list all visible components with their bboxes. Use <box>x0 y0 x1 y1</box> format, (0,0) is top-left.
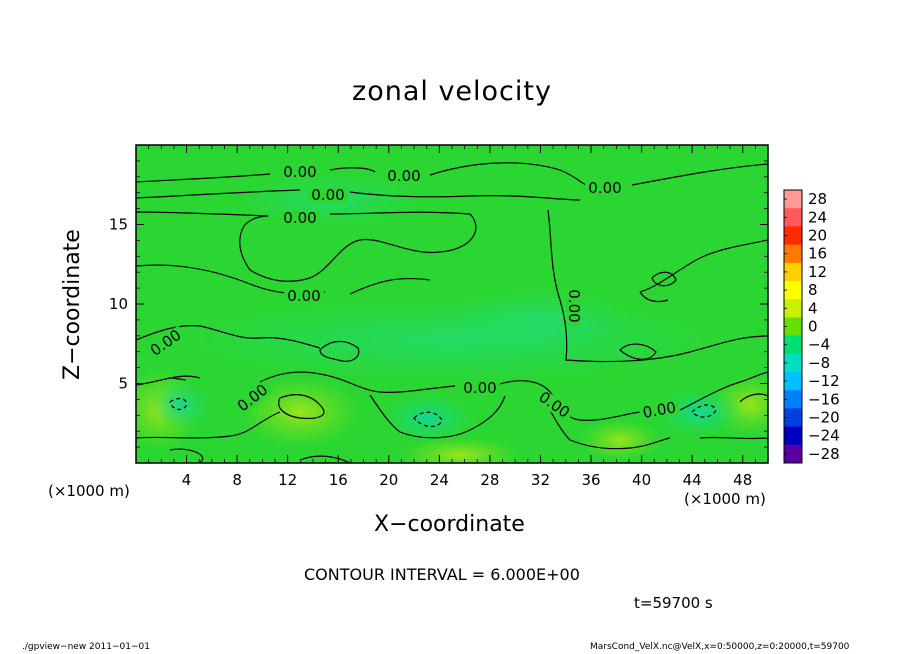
colorbar-swatch <box>784 444 802 464</box>
colorbar-label: 4 <box>808 299 818 317</box>
colorbar-swatch <box>784 244 802 264</box>
x-tick-label: 20 <box>379 471 398 489</box>
y-tick-label: 10 <box>109 295 128 313</box>
footer-right: MarsCond_VelX.nc@VelX,x=0:50000,z=0:2000… <box>590 642 850 652</box>
colorbar-swatch <box>784 426 802 446</box>
contour-label-bg <box>308 188 348 203</box>
contour-label-bg <box>460 381 500 396</box>
colorbar-swatch <box>784 226 802 246</box>
x-tick-label: 40 <box>632 471 651 489</box>
colorbar-swatch <box>784 408 802 428</box>
colorbar-label: 8 <box>808 281 818 299</box>
colorbar-label: 24 <box>808 208 827 226</box>
colorbar-swatch <box>784 335 802 355</box>
colorbar-label: −4 <box>808 336 830 354</box>
colorbar-swatch <box>784 208 802 227</box>
y-tick-label: 15 <box>109 216 128 234</box>
colorbar-label: 28 <box>808 190 827 208</box>
colorbar-label: −20 <box>808 409 840 427</box>
contour-interval-text: CONTOUR INTERVAL = 6.000E+00 <box>304 565 580 584</box>
colorbar-swatch <box>784 281 802 300</box>
colorbar-label: −28 <box>808 445 840 463</box>
contour-label-bg <box>232 380 274 417</box>
contour-label: 0.00 <box>283 209 316 227</box>
contour-label-bg <box>566 286 581 326</box>
velocity-field <box>136 145 768 463</box>
x-tick-label: 24 <box>430 471 449 489</box>
contour-label-bg <box>585 181 625 196</box>
colorbar-label: −24 <box>808 427 840 445</box>
x-tick-label: 32 <box>531 471 550 489</box>
contour-label: 0.00 <box>387 167 420 185</box>
contour-label-bg <box>384 169 424 184</box>
colorbar-label: 16 <box>808 245 827 263</box>
footer-left: ./gpview−new 2011−01−01 <box>22 642 150 652</box>
contour-label: 0.00 <box>311 186 344 204</box>
contour-label: 0.00 <box>565 289 583 322</box>
contour-label: 0.00 <box>463 379 496 397</box>
x-unit-label-left: (×1000 m) <box>48 482 130 500</box>
contour-label-bg <box>638 399 681 422</box>
contour-label: 0.00 <box>641 398 677 422</box>
y-tick-label: 5 <box>118 375 128 393</box>
colorbar-swatch <box>784 317 802 337</box>
contour-label-bg <box>280 211 320 226</box>
contour-label: 0.00 <box>588 179 621 197</box>
x-tick-label: 4 <box>182 471 192 489</box>
colorbar-swatch <box>784 299 802 318</box>
contour-label: 0.00 <box>287 287 320 305</box>
contour-lines <box>136 162 768 463</box>
contour-label-bg <box>284 289 324 304</box>
x-tick-label: 36 <box>581 471 600 489</box>
x-tick-label: 12 <box>278 471 297 489</box>
contour-labels: 0.00 0.000.000.000.000.000.000.00 0.00 0.00… <box>145 163 681 423</box>
contour-label-bg <box>280 165 320 180</box>
colorbar-label: −16 <box>808 390 840 408</box>
colorbar-label: 12 <box>808 263 827 281</box>
colorbar-swatch <box>784 262 802 282</box>
colorbar-label: 0 <box>808 318 818 336</box>
x-axis-label: X−coordinate <box>374 512 525 537</box>
colorbar-label: −12 <box>808 372 840 390</box>
colorbar-swatch <box>784 353 802 373</box>
colorbar-label: −8 <box>808 354 830 372</box>
x-unit-label-right: (×1000 m) <box>684 490 766 508</box>
colorbar-swatch <box>784 390 802 409</box>
x-tick-label: 16 <box>329 471 348 489</box>
contour-label-bg <box>533 387 575 423</box>
time-label: t=59700 s <box>634 594 713 612</box>
colorbar-label: 20 <box>808 227 827 245</box>
colorbar-swatch <box>784 372 802 391</box>
contour-label-bg <box>145 325 187 361</box>
colorbar-swatch <box>784 190 802 209</box>
x-tick-label: 44 <box>683 471 702 489</box>
x-tick-label: 8 <box>232 471 242 489</box>
chart-title: zonal velocity <box>352 76 552 107</box>
contour-label: 0.00 <box>283 163 316 181</box>
x-tick-label: 48 <box>733 471 752 489</box>
x-tick-label: 28 <box>480 471 499 489</box>
